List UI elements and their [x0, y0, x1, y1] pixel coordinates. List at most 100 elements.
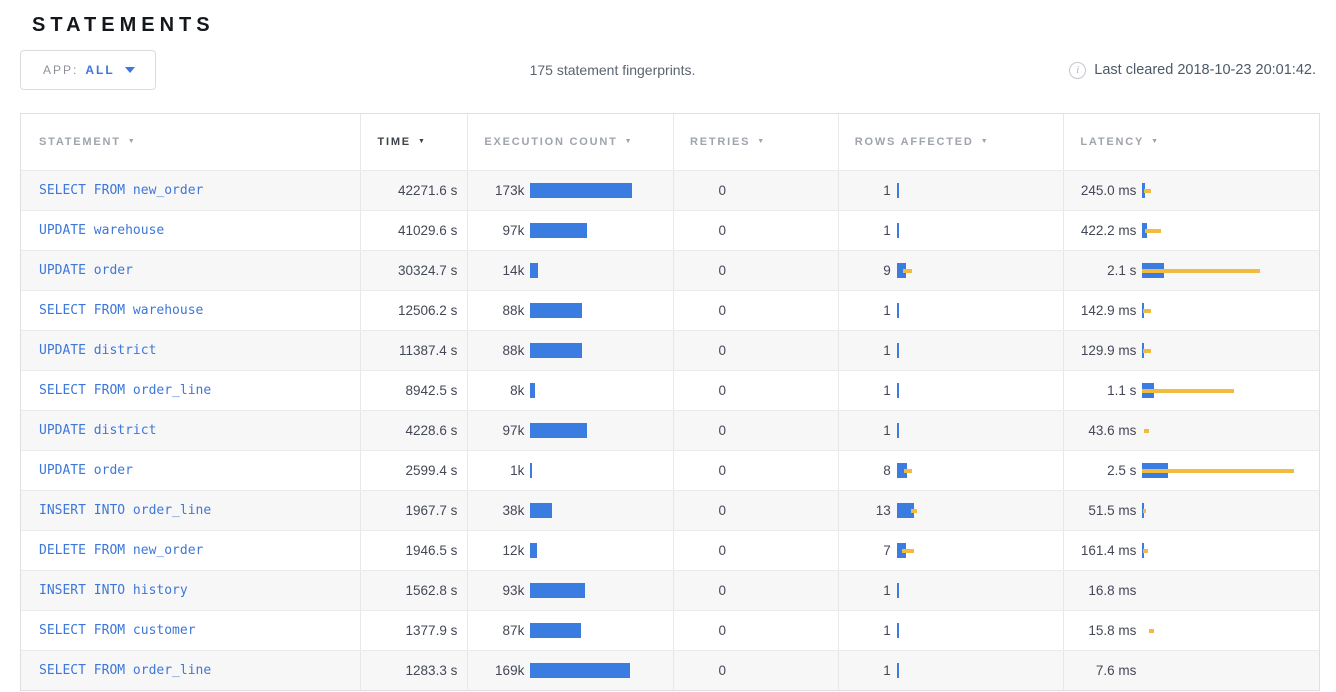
execution-count-value: 93k	[502, 583, 525, 598]
statement-link[interactable]: SELECT FROM customer	[39, 623, 196, 638]
latency-value: 1.1 s	[1107, 383, 1137, 398]
retries-value: 0	[718, 623, 726, 638]
time-value: 1562.8 s	[360, 571, 467, 610]
rows-affected-bar	[896, 342, 1064, 359]
execution-count-value: 14k	[502, 263, 525, 278]
latency-bar	[1142, 342, 1319, 359]
sort-desc-icon	[1151, 138, 1160, 145]
execution-count-value: 38k	[502, 503, 525, 518]
info-icon[interactable]	[1069, 61, 1087, 79]
last-cleared-text: Last cleared 2018-10-23 20:01:42.	[1094, 62, 1316, 78]
latency-bar	[1142, 422, 1319, 439]
retries-value: 0	[718, 663, 726, 678]
retries-value: 0	[718, 223, 726, 238]
execution-count-bar	[530, 382, 673, 399]
rows-affected-bar	[896, 222, 1064, 239]
app-filter-label: APP:	[43, 63, 79, 77]
statement-link[interactable]: SELECT FROM order_line	[39, 663, 212, 678]
column-header-rows-affected[interactable]: ROWS AFFECTED	[837, 114, 1064, 170]
time-value: 1967.7 s	[360, 491, 467, 530]
column-header-time[interactable]: TIME	[360, 114, 467, 170]
last-cleared: Last cleared 2018-10-23 20:01:42.	[1069, 61, 1316, 79]
rows-affected-value: 1	[883, 303, 891, 318]
rows-affected-bar	[896, 542, 1064, 559]
statement-link[interactable]: INSERT INTO order_line	[39, 503, 212, 518]
time-value: 11387.4 s	[360, 331, 467, 370]
statement-link[interactable]: DELETE FROM new_order	[39, 543, 204, 558]
rows-affected-bar	[896, 382, 1064, 399]
latency-value: 161.4 ms	[1080, 543, 1137, 558]
execution-count-bar	[530, 622, 673, 639]
latency-value: 51.5 ms	[1088, 503, 1137, 518]
sort-desc-icon	[418, 138, 427, 145]
rows-affected-bar	[896, 182, 1064, 199]
column-header-execution-count[interactable]: EXECUTION COUNT	[467, 114, 673, 170]
statement-link[interactable]: UPDATE order	[39, 463, 133, 478]
statement-link[interactable]: INSERT INTO history	[39, 583, 188, 598]
table-row: SELECT FROM new_order 42271.6 s 173k 0 1…	[21, 170, 1319, 210]
sort-desc-icon	[757, 138, 766, 145]
statement-link[interactable]: UPDATE order	[39, 263, 133, 278]
table-row: SELECT FROM order_line 8942.5 s 8k 0 1 1…	[21, 370, 1319, 410]
latency-value: 142.9 ms	[1080, 303, 1137, 318]
table-row: SELECT FROM customer 1377.9 s 87k 0 1 15…	[21, 610, 1319, 650]
statement-link[interactable]: SELECT FROM warehouse	[39, 303, 204, 318]
rows-affected-value: 1	[883, 343, 891, 358]
retries-value: 0	[718, 183, 726, 198]
retries-value: 0	[718, 543, 726, 558]
statement-link[interactable]: SELECT FROM order_line	[39, 383, 212, 398]
retries-value: 0	[718, 263, 726, 278]
execution-count-value: 8k	[510, 383, 525, 398]
latency-value: 129.9 ms	[1080, 343, 1137, 358]
latency-bar	[1142, 222, 1319, 239]
column-header-retries[interactable]: RETRIES	[673, 114, 838, 170]
statement-link[interactable]: SELECT FROM new_order	[39, 183, 204, 198]
time-value: 2599.4 s	[360, 451, 467, 490]
time-value: 1946.5 s	[360, 531, 467, 570]
column-header-statement[interactable]: STATEMENT	[21, 114, 360, 170]
time-value: 12506.2 s	[360, 291, 467, 330]
rows-affected-value: 1	[883, 423, 891, 438]
table-row: SELECT FROM order_line 1283.3 s 169k 0 1…	[21, 650, 1319, 690]
time-value: 8942.5 s	[360, 371, 467, 410]
statement-link[interactable]: UPDATE warehouse	[39, 223, 165, 238]
execution-count-value: 88k	[502, 303, 525, 318]
rows-affected-bar	[896, 662, 1064, 679]
latency-value: 15.8 ms	[1088, 623, 1137, 638]
rows-affected-value: 1	[883, 623, 891, 638]
rows-affected-value: 1	[883, 663, 891, 678]
time-value: 1377.9 s	[360, 611, 467, 650]
column-header-latency[interactable]: LATENCY	[1063, 114, 1319, 170]
execution-count-bar	[530, 182, 673, 199]
latency-bar	[1142, 542, 1319, 559]
table-row: INSERT INTO order_line 1967.7 s 38k 0 13…	[21, 490, 1319, 530]
retries-value: 0	[718, 583, 726, 598]
rows-affected-bar	[896, 262, 1064, 279]
table-row: UPDATE district 4228.6 s 97k 0 1 43.6 ms	[21, 410, 1319, 450]
latency-value: 16.8 ms	[1088, 583, 1137, 598]
table-row: UPDATE warehouse 41029.6 s 97k 0 1 422.2…	[21, 210, 1319, 250]
latency-bar	[1142, 622, 1319, 639]
latency-bar	[1142, 662, 1319, 679]
table-row: UPDATE district 11387.4 s 88k 0 1 129.9 …	[21, 330, 1319, 370]
rows-affected-value: 1	[883, 223, 891, 238]
retries-value: 0	[718, 463, 726, 478]
rows-affected-bar	[896, 622, 1064, 639]
rows-affected-value: 13	[875, 503, 891, 518]
rows-affected-bar	[896, 582, 1064, 599]
rows-affected-bar	[896, 462, 1064, 479]
statement-link[interactable]: UPDATE district	[39, 423, 157, 438]
sort-desc-icon	[981, 138, 990, 145]
retries-value: 0	[718, 343, 726, 358]
caret-down-icon	[124, 67, 135, 73]
statement-link[interactable]: UPDATE district	[39, 343, 157, 358]
app-filter-dropdown[interactable]: APP: ALL	[20, 50, 156, 90]
table-body: SELECT FROM new_order 42271.6 s 173k 0 1…	[21, 170, 1319, 690]
table-row: DELETE FROM new_order 1946.5 s 12k 0 7 1…	[21, 530, 1319, 570]
latency-value: 2.5 s	[1107, 463, 1137, 478]
execution-count-bar	[530, 302, 673, 319]
latency-value: 43.6 ms	[1088, 423, 1137, 438]
latency-value: 245.0 ms	[1080, 183, 1137, 198]
table-row: UPDATE order 30324.7 s 14k 0 9 2.1 s	[21, 250, 1319, 290]
page-title: STATEMENTS	[32, 14, 215, 36]
